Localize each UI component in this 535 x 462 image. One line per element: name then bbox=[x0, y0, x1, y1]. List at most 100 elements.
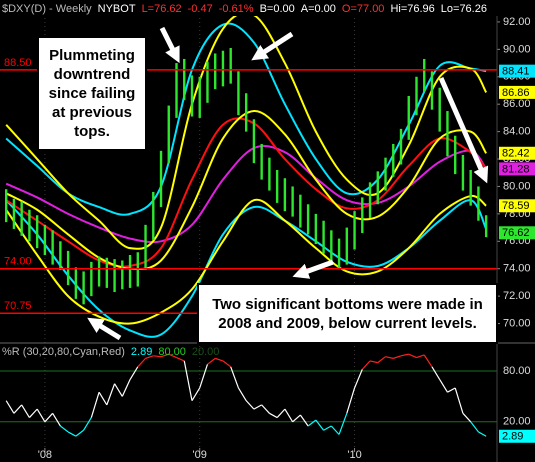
indicator-segment bbox=[346, 387, 356, 414]
level-label: 80.00 bbox=[503, 365, 531, 377]
indicator-segment bbox=[276, 408, 286, 418]
indicator-segment bbox=[393, 355, 402, 359]
indicator-segment bbox=[98, 391, 108, 406]
value-tag-label: 76.62 bbox=[502, 227, 530, 239]
level-label: 74.00 bbox=[4, 256, 32, 268]
value-tag bbox=[499, 146, 535, 160]
header-item: NYBOT bbox=[98, 3, 136, 15]
value-tag bbox=[499, 199, 535, 213]
indicator-segment bbox=[439, 379, 448, 393]
header-item: A=0.00 bbox=[301, 3, 336, 15]
arrow bbox=[159, 26, 180, 64]
header-item: B=0.00 bbox=[260, 3, 295, 15]
indicator-segment bbox=[153, 355, 162, 358]
indicator-segment bbox=[423, 354, 433, 368]
indicator-segment bbox=[377, 356, 386, 364]
x-tick-label: '08 bbox=[38, 449, 52, 461]
indicator-segment bbox=[28, 408, 38, 418]
value-tag bbox=[499, 429, 535, 443]
value-tag bbox=[499, 162, 535, 176]
indicator-readout: 2.89 bbox=[131, 346, 152, 358]
arrow bbox=[292, 259, 334, 279]
header-item: Lo=76.26 bbox=[441, 3, 487, 15]
indicator-segment bbox=[191, 387, 201, 401]
indicator-segment bbox=[299, 414, 309, 427]
indicator-segment bbox=[454, 387, 464, 414]
indicator-segment bbox=[315, 419, 325, 431]
header-item: O=77.00 bbox=[342, 3, 385, 15]
y-tick-label: 72.00 bbox=[503, 290, 531, 302]
indicator-segment bbox=[5, 400, 15, 414]
indicator-segment bbox=[106, 383, 116, 406]
value-tag-label: 78.59 bbox=[502, 200, 530, 212]
indicator-segment bbox=[447, 387, 456, 393]
indicator-segment bbox=[90, 392, 100, 418]
indicator-segment bbox=[261, 404, 270, 414]
indicator-segment bbox=[13, 404, 23, 414]
annotation: Plummeting downtrend since failing at pr… bbox=[37, 36, 147, 151]
value-tag-label: 82.42 bbox=[502, 148, 530, 160]
y-tick-label: 74.00 bbox=[503, 263, 531, 275]
level-label: 20.00 bbox=[503, 416, 531, 428]
indicator-segment bbox=[160, 353, 169, 358]
indicator-segment bbox=[36, 408, 46, 423]
indicator-segment bbox=[168, 353, 177, 359]
value-tag-label: 88.41 bbox=[502, 66, 530, 78]
value-tag bbox=[499, 226, 535, 240]
indicator-segment bbox=[470, 421, 479, 433]
value-tag-label: 81.28 bbox=[502, 163, 530, 175]
indicator-segment bbox=[207, 357, 216, 365]
value-tag-label: 2.89 bbox=[502, 431, 523, 443]
y-tick-label: 80.00 bbox=[503, 180, 531, 192]
arrow bbox=[87, 317, 122, 341]
indicator-segment bbox=[354, 369, 363, 389]
indicator-segment bbox=[114, 383, 123, 397]
indicator-segment bbox=[21, 404, 30, 418]
indicator-title: %R (30,20,80,Cyan,Red) bbox=[2, 346, 125, 358]
indicator-segment bbox=[307, 419, 317, 427]
indicator-segment bbox=[330, 425, 340, 435]
indicator-segment bbox=[385, 356, 394, 359]
indicator-segment bbox=[408, 353, 417, 359]
value-tag-label: 86.86 bbox=[502, 87, 530, 99]
header-item: -0.61% bbox=[219, 3, 254, 15]
value-tag bbox=[499, 64, 535, 78]
indicator-segment bbox=[361, 360, 371, 370]
arrow bbox=[251, 31, 294, 61]
indicator-segment bbox=[269, 412, 278, 419]
overlay: 88.41 81.28 82.42 86.86 78.59 76.62 $DXY(D) - … bbox=[0, 0, 535, 443]
indicator-segment bbox=[245, 400, 255, 410]
indicator-segment bbox=[431, 366, 441, 380]
indicator-segment bbox=[478, 431, 487, 437]
y-tick-label: 70.00 bbox=[503, 317, 531, 329]
indicator-segment bbox=[121, 379, 131, 397]
indicator-line bbox=[5, 195, 487, 325]
header-item: -0.47 bbox=[188, 3, 213, 15]
header-item: Hi=76.96 bbox=[390, 3, 434, 15]
indicator-segment bbox=[369, 360, 378, 364]
indicator-readout: 80.00 bbox=[158, 346, 186, 358]
arrows bbox=[87, 26, 489, 341]
header-background bbox=[0, 0, 535, 16]
indicator-segment bbox=[323, 425, 332, 431]
indicator-segment bbox=[60, 425, 69, 433]
level-label: 70.75 bbox=[4, 300, 32, 312]
indicator-segment bbox=[462, 412, 472, 423]
arrow bbox=[438, 76, 489, 184]
indicator-segment bbox=[183, 360, 193, 401]
header-item: L=76.62 bbox=[142, 3, 182, 15]
indicator-segment bbox=[292, 414, 301, 423]
y-tick-label: 92.00 bbox=[503, 16, 531, 28]
indicator-line bbox=[5, 199, 488, 338]
indicator-segment bbox=[199, 364, 209, 389]
y-tick-label: 86.00 bbox=[503, 98, 531, 110]
indicator-segment bbox=[145, 355, 154, 359]
indicator-segment bbox=[67, 431, 77, 437]
y-tick-label: 84.00 bbox=[503, 126, 531, 138]
indicator-segment bbox=[338, 413, 348, 435]
indicator-segment bbox=[222, 360, 232, 368]
indicator-segment bbox=[83, 417, 92, 431]
x-tick-label: '09 bbox=[193, 449, 207, 461]
